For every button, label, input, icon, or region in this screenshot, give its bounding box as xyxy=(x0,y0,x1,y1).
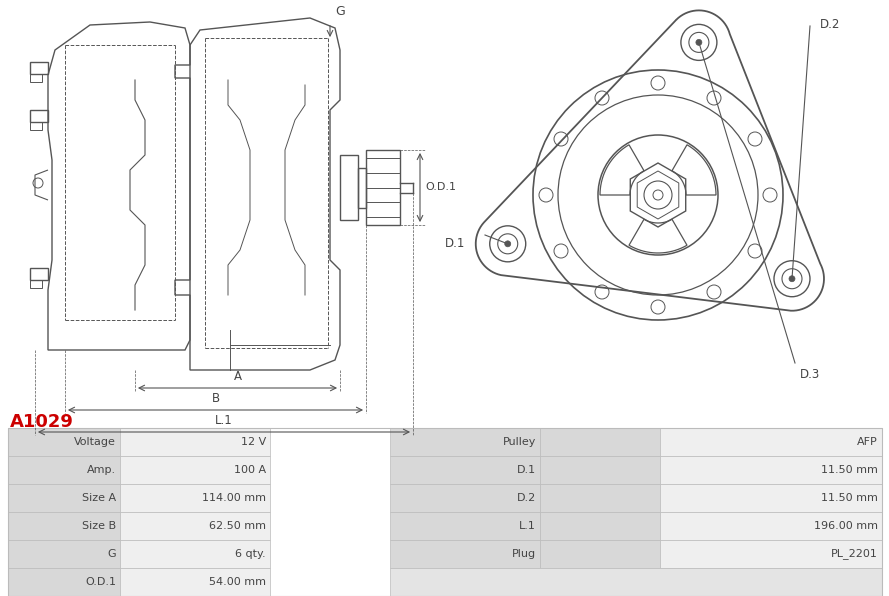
Text: D.3: D.3 xyxy=(800,368,821,381)
Circle shape xyxy=(789,276,795,282)
Bar xyxy=(390,484,540,512)
Text: 62.50 mm: 62.50 mm xyxy=(209,521,266,531)
Bar xyxy=(8,428,120,456)
Text: A: A xyxy=(234,370,242,383)
Bar xyxy=(358,168,366,208)
Text: Size B: Size B xyxy=(82,521,116,531)
Bar xyxy=(660,540,882,568)
Text: L.1: L.1 xyxy=(519,521,536,531)
Text: D.2: D.2 xyxy=(820,18,840,31)
Text: A1029: A1029 xyxy=(10,413,74,431)
Text: AFP: AFP xyxy=(857,437,878,447)
Text: D.1: D.1 xyxy=(517,465,536,475)
Bar xyxy=(390,428,540,456)
Bar xyxy=(540,512,660,540)
Bar xyxy=(540,456,660,484)
Text: G: G xyxy=(335,5,345,18)
Text: Amp.: Amp. xyxy=(87,465,116,475)
Bar xyxy=(30,268,48,280)
Bar xyxy=(8,456,120,484)
Bar xyxy=(390,540,540,568)
Circle shape xyxy=(505,241,511,247)
Bar xyxy=(30,122,42,130)
Text: 11.50 mm: 11.50 mm xyxy=(821,465,878,475)
Bar xyxy=(120,484,270,512)
Text: PL_2201: PL_2201 xyxy=(831,548,878,560)
Text: Voltage: Voltage xyxy=(74,437,116,447)
Bar xyxy=(660,484,882,512)
Bar xyxy=(340,155,358,220)
Bar xyxy=(8,540,120,568)
Bar xyxy=(120,568,270,596)
Text: 12 V: 12 V xyxy=(241,437,266,447)
Bar xyxy=(660,512,882,540)
Bar xyxy=(8,428,882,596)
Text: G: G xyxy=(108,549,116,559)
Text: 54.00 mm: 54.00 mm xyxy=(209,577,266,587)
Text: Plug: Plug xyxy=(512,549,536,559)
Bar xyxy=(120,428,270,456)
Bar xyxy=(540,484,660,512)
Bar xyxy=(390,512,540,540)
Text: 11.50 mm: 11.50 mm xyxy=(821,493,878,503)
Bar xyxy=(390,568,882,596)
Circle shape xyxy=(696,39,702,45)
Text: 196.00 mm: 196.00 mm xyxy=(814,521,878,531)
Bar xyxy=(540,540,660,568)
Bar xyxy=(540,428,660,456)
Text: D.2: D.2 xyxy=(517,493,536,503)
Text: O.D.1: O.D.1 xyxy=(425,182,456,193)
Text: O.D.1: O.D.1 xyxy=(85,577,116,587)
Bar xyxy=(120,456,270,484)
Bar xyxy=(8,484,120,512)
Text: 114.00 mm: 114.00 mm xyxy=(202,493,266,503)
Bar xyxy=(8,512,120,540)
Bar xyxy=(390,456,540,484)
Bar xyxy=(30,62,48,74)
Text: B: B xyxy=(212,392,220,405)
Bar xyxy=(8,568,120,596)
Text: Size A: Size A xyxy=(82,493,116,503)
Text: L.1: L.1 xyxy=(215,414,233,427)
Bar xyxy=(120,540,270,568)
Bar xyxy=(30,280,42,288)
Text: 6 qty.: 6 qty. xyxy=(236,549,266,559)
Bar xyxy=(30,74,42,82)
Text: Pulley: Pulley xyxy=(502,437,536,447)
Bar xyxy=(30,110,48,122)
Text: D.1: D.1 xyxy=(444,237,465,250)
Bar xyxy=(660,428,882,456)
Bar xyxy=(120,512,270,540)
Text: 100 A: 100 A xyxy=(234,465,266,475)
Bar xyxy=(660,456,882,484)
Bar xyxy=(366,150,400,225)
